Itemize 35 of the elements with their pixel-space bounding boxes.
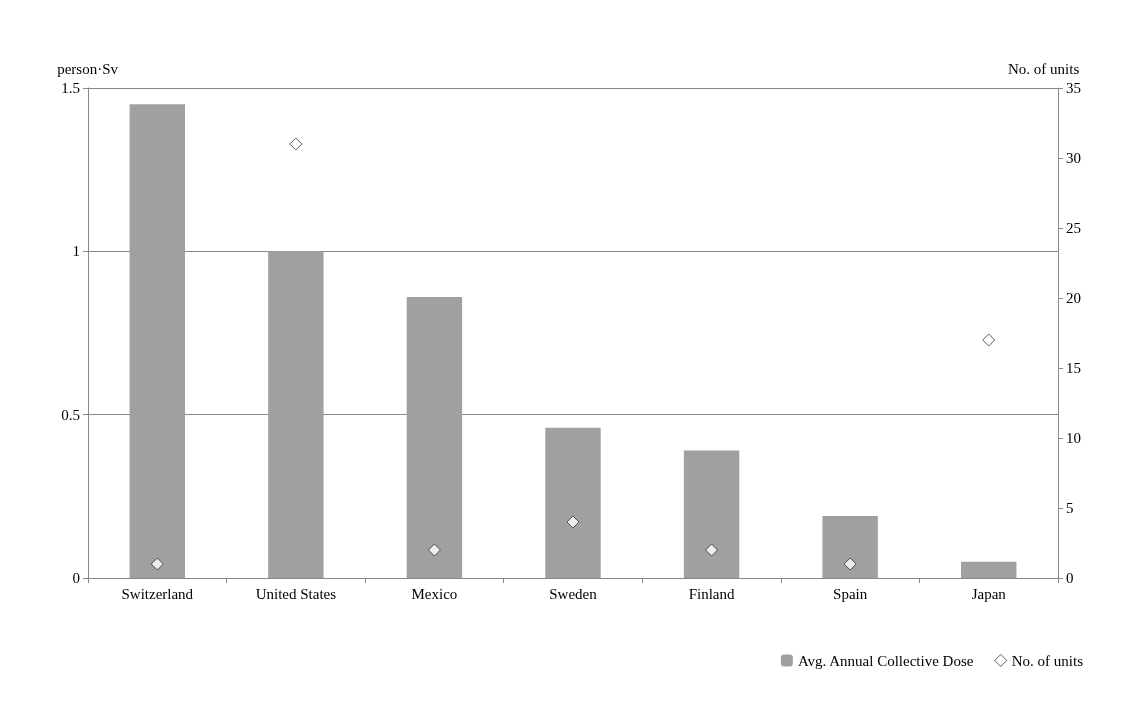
- bar: [961, 561, 1017, 578]
- y-tick-label: 0: [72, 570, 80, 586]
- y-tick-label: 1: [72, 243, 80, 260]
- bar: [129, 104, 185, 578]
- bar: [683, 450, 740, 578]
- bar: [268, 251, 324, 578]
- point: [843, 557, 857, 571]
- point: [427, 543, 441, 557]
- bar: [545, 427, 601, 578]
- y2-tick-label: 15: [1066, 360, 1081, 376]
- legend-label: No. of units: [1011, 652, 1084, 669]
- y2-tick-label: 5: [1066, 500, 1074, 516]
- y2-tick-label: 10: [1066, 430, 1081, 446]
- y2-tick-label: 20: [1066, 290, 1081, 306]
- bar: [406, 297, 463, 578]
- y2-tick-label: 0: [1066, 570, 1074, 586]
- point: [705, 543, 719, 557]
- y-tick-label: 1.5: [61, 80, 80, 96]
- legend-label: Avg. Annual Collective Dose: [797, 652, 974, 669]
- bar: [822, 515, 878, 578]
- y-axis-title: person·Sv: [57, 60, 119, 77]
- x-tick-label: Japan: [971, 585, 1007, 602]
- point: [566, 515, 580, 529]
- y-tick-label: 0.5: [61, 406, 80, 423]
- x-tick-label: Spain: [833, 585, 868, 602]
- x-tick-label: Finland: [688, 585, 735, 602]
- x-tick-label: Switzerland: [121, 585, 194, 602]
- y2-tick-label: 30: [1066, 150, 1081, 166]
- x-tick-label: Sweden: [549, 585, 598, 602]
- x-tick-label: Mexico: [411, 585, 458, 602]
- x-tick-label: United States: [255, 585, 337, 602]
- point: [150, 557, 164, 571]
- y2-axis-title: No. of units: [1008, 60, 1080, 77]
- y2-tick-label: 35: [1066, 80, 1081, 96]
- y2-tick-label: 25: [1066, 220, 1081, 236]
